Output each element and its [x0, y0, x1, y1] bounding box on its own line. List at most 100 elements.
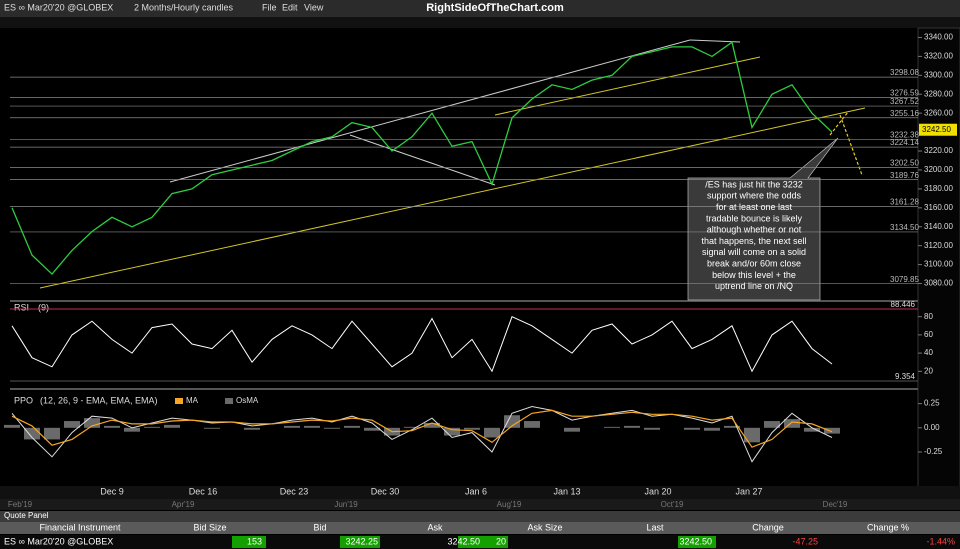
level-label: 3202.50 — [890, 159, 919, 168]
level-label: 3232.38 — [890, 130, 919, 139]
last-price-box — [919, 123, 957, 136]
date-label: Jan 20 — [644, 486, 671, 496]
quote-cell: -1.44% — [926, 536, 955, 546]
date-label: Jan 13 — [553, 486, 580, 496]
osma-bar — [504, 415, 520, 428]
y-tick-label: 3260.00 — [924, 108, 953, 117]
level-label: 3224.14 — [890, 138, 919, 147]
y-tick-label: 3200.00 — [924, 165, 953, 174]
menu-file[interactable]: File — [262, 2, 277, 12]
column-header: Bid — [313, 522, 326, 532]
rsi-params: (9) — [38, 302, 49, 312]
osma-bar — [624, 425, 640, 428]
y-tick-label: -0.25 — [924, 447, 943, 456]
annotation-text: although whether or not — [707, 225, 802, 235]
overview-date: Aug'19 — [497, 500, 522, 509]
ask-cell — [458, 536, 508, 548]
y-tick-label: 80 — [924, 312, 933, 321]
menu-edit[interactable]: Edit — [282, 2, 298, 12]
legend-swatch — [225, 398, 233, 404]
osma-bar — [144, 426, 160, 428]
y-tick-label: 20 — [924, 366, 933, 375]
y-tick-label: 3180.00 — [924, 184, 953, 193]
y-tick-label: 40 — [924, 348, 933, 357]
osma-bar — [84, 418, 100, 428]
y-tick-label: 0.25 — [924, 399, 940, 408]
osma-bar — [244, 427, 260, 430]
panel-divider — [10, 388, 918, 390]
osma-bar — [604, 426, 620, 428]
rsi-max-label: 88.446 — [891, 300, 916, 309]
level-label: 3267.52 — [890, 97, 919, 106]
quote-cell: 3242.25 — [345, 536, 378, 546]
symbol[interactable]: ES ∞ Mar20'20 @GLOBEX — [4, 2, 113, 12]
overview-date: Apr'19 — [172, 500, 195, 509]
column-header: Change % — [867, 522, 909, 532]
trend-line — [349, 134, 496, 186]
toolbar — [0, 0, 960, 17]
osma-bar — [304, 425, 320, 428]
overview-date: Dec'19 — [823, 500, 848, 509]
osma-bar — [104, 425, 120, 428]
osma-bar — [364, 427, 380, 431]
brand: RightSideOfTheChart.com — [426, 2, 564, 14]
last-price-label: 3242.50 — [922, 125, 951, 134]
column-header: Bid Size — [193, 522, 226, 532]
osma-bar — [704, 427, 720, 431]
legend-swatch — [175, 398, 183, 404]
y-tick-label: 3160.00 — [924, 203, 953, 212]
y-tick-label: 3340.00 — [924, 33, 953, 42]
ppo-label: PPO — [14, 395, 33, 405]
osma-bar — [524, 421, 540, 428]
legend-label: OsMA — [236, 396, 259, 405]
osma-bar — [464, 427, 480, 430]
osma-bar — [444, 427, 460, 436]
quote-panel-bar — [0, 511, 960, 522]
annotation-text: support where the odds — [707, 191, 802, 201]
level-label: 3134.50 — [890, 223, 919, 232]
date-label: Dec 9 — [100, 486, 124, 496]
annotation-box — [687, 137, 839, 301]
column-header: Change — [752, 522, 784, 532]
column-header: Last — [646, 522, 664, 532]
osma-bar — [744, 427, 760, 443]
level-label: 3276.59 — [890, 89, 919, 98]
toolbar-strip — [0, 17, 960, 28]
y-tick-label: 60 — [924, 330, 933, 339]
date-label: Jan 6 — [465, 486, 487, 496]
price-line — [11, 41, 833, 276]
y-tick-label: 3080.00 — [924, 279, 953, 288]
annotation-text: for at least one last — [716, 202, 793, 212]
column-header: Ask — [427, 522, 443, 532]
y-tick-label: 3120.00 — [924, 241, 953, 250]
annotation-text: uptrend line on /NQ — [715, 281, 793, 291]
osma-bar — [284, 425, 300, 428]
quote-header — [0, 522, 960, 534]
overview-date: Oct'19 — [661, 500, 684, 509]
ppo-ma-line — [11, 409, 833, 448]
annotation-text: below this level + the — [712, 270, 796, 280]
quote-panel-title: Quote Panel — [4, 511, 49, 520]
osma-bar — [644, 427, 660, 430]
rsi-label: RSI — [14, 302, 29, 312]
overview-date: Jun'19 — [334, 500, 358, 509]
osma-bar — [824, 427, 840, 434]
osma-bar — [4, 424, 20, 428]
scrollbar[interactable] — [0, 499, 960, 510]
timeframe[interactable]: 2 Months/Hourly candles — [134, 2, 234, 12]
channel-line — [169, 39, 691, 183]
ppo-params: (12, 26, 9 - EMA, EMA, EMA) — [40, 395, 158, 405]
date-label: Dec 23 — [280, 486, 309, 496]
osma-bar — [124, 427, 140, 432]
osma-bar — [404, 426, 420, 428]
date-axis — [0, 486, 960, 499]
level-label: 3189.76 — [890, 171, 919, 180]
date-label: Dec 16 — [189, 486, 218, 496]
column-header: Ask Size — [527, 522, 562, 532]
osma-bar — [764, 421, 780, 428]
y-tick-label: 3280.00 — [924, 89, 953, 98]
osma-bar — [64, 421, 80, 428]
quote-cell: 20 — [496, 536, 506, 546]
menu-view[interactable]: View — [304, 2, 324, 12]
osma-bar — [24, 427, 40, 440]
